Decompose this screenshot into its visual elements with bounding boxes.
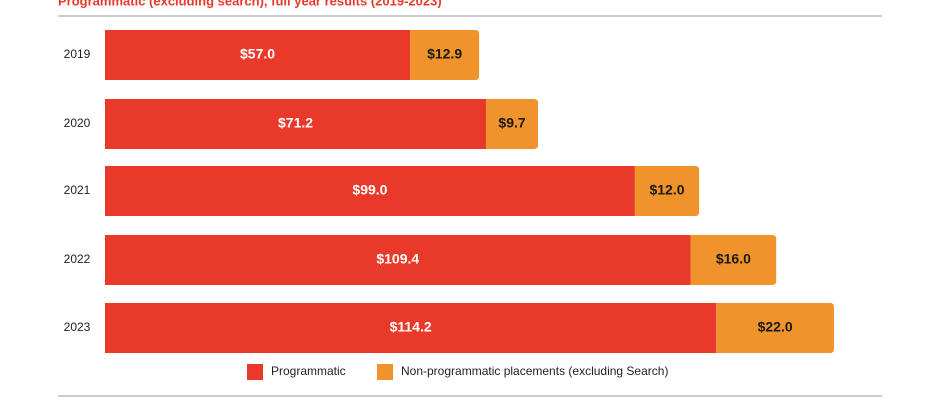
value-label: $114.2 — [390, 319, 432, 335]
bar-segment — [716, 303, 834, 353]
legend-label: Programmatic — [271, 364, 346, 378]
bar-segment — [690, 235, 777, 285]
legend-swatch — [377, 364, 393, 380]
bar-segment — [105, 166, 635, 216]
bar-segment — [634, 166, 700, 216]
value-label: $22.0 — [758, 319, 793, 335]
bar-segment — [105, 30, 411, 80]
value-label: $16.0 — [716, 251, 751, 267]
y-tick-label: 2023 — [64, 320, 91, 334]
bar-segment — [410, 30, 480, 80]
y-tick-label: 2022 — [64, 252, 91, 266]
value-label: $99.0 — [352, 182, 387, 198]
value-label: $71.2 — [278, 115, 313, 131]
bar-segment — [105, 303, 717, 353]
y-tick-label: 2020 — [64, 116, 91, 130]
value-label: $9.7 — [498, 115, 525, 131]
value-label: $12.0 — [649, 182, 684, 198]
value-label: $57.0 — [240, 46, 275, 62]
bar-segment — [105, 99, 487, 149]
value-label: $12.9 — [427, 46, 462, 62]
y-tick-label: 2019 — [64, 47, 91, 61]
y-tick-label: 2021 — [64, 183, 91, 197]
legend-swatch — [247, 364, 263, 380]
legend-label: Non-programmatic placements (excluding S… — [401, 364, 668, 378]
bar-segment — [486, 99, 539, 149]
chart-title: Programmatic (excluding search), full ye… — [58, 0, 442, 8]
bar-segment — [105, 235, 691, 285]
value-label: $109.4 — [376, 251, 419, 267]
